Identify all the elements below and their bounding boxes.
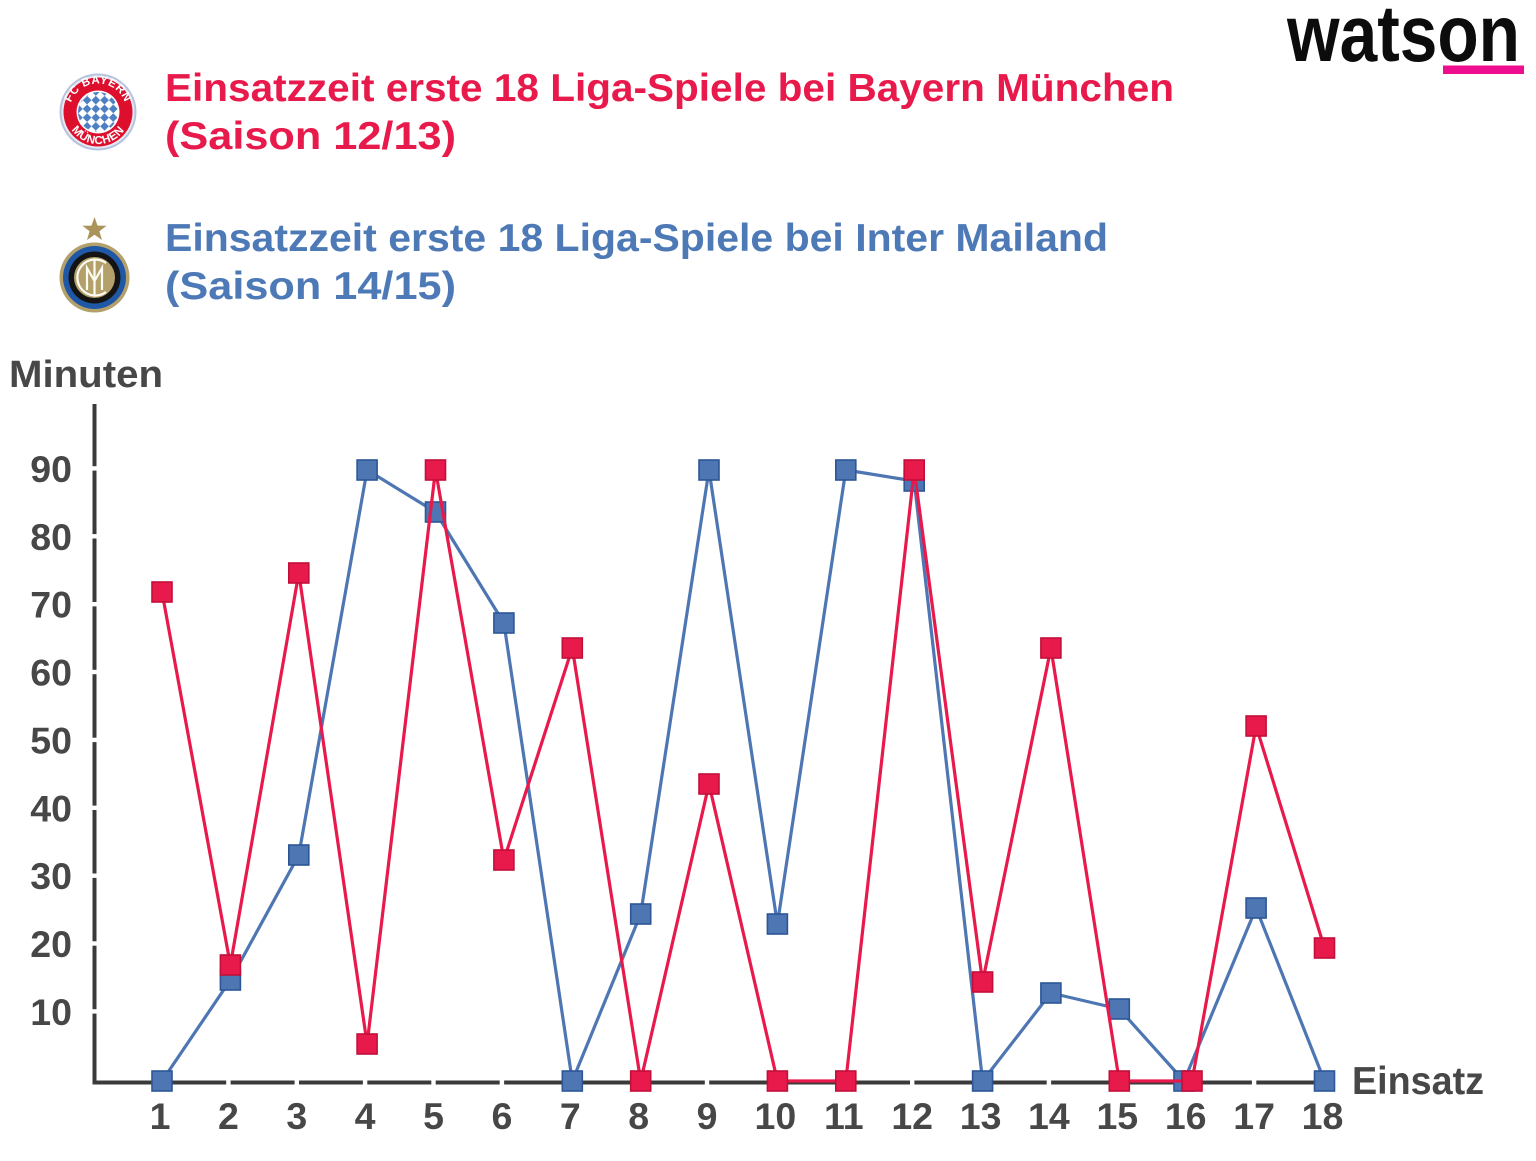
svg-text:50: 50 — [30, 719, 72, 761]
svg-text:17: 17 — [1233, 1095, 1275, 1137]
svg-text:15: 15 — [1096, 1095, 1138, 1137]
svg-text:Einsatzzeit erste 18 Liga-Spie: Einsatzzeit erste 18 Liga-Spiele bei Bay… — [165, 67, 1174, 110]
svg-text:70: 70 — [30, 584, 72, 626]
svg-text:5: 5 — [423, 1095, 444, 1137]
svg-text:18: 18 — [1302, 1095, 1344, 1137]
svg-text:80: 80 — [30, 516, 72, 558]
svg-text:12: 12 — [891, 1095, 933, 1137]
svg-text:40: 40 — [30, 787, 72, 829]
svg-text:8: 8 — [628, 1095, 649, 1137]
svg-text:3: 3 — [286, 1095, 307, 1137]
svg-text:(Saison 14/15): (Saison 14/15) — [165, 265, 456, 308]
svg-text:13: 13 — [960, 1095, 1002, 1137]
svg-text:Minuten: Minuten — [9, 354, 163, 396]
svg-text:Einsatzzeit erste 18 Liga-Spie: Einsatzzeit erste 18 Liga-Spiele bei Int… — [165, 217, 1108, 260]
svg-text:90: 90 — [30, 448, 72, 490]
svg-text:20: 20 — [30, 923, 72, 965]
svg-text:1: 1 — [150, 1095, 171, 1137]
svg-text:9: 9 — [697, 1095, 718, 1137]
svg-text:16: 16 — [1165, 1095, 1207, 1137]
svg-text:30: 30 — [30, 855, 72, 897]
svg-text:watson: watson — [1286, 0, 1520, 78]
svg-text:6: 6 — [491, 1095, 512, 1137]
svg-text:10: 10 — [755, 1095, 797, 1137]
svg-text:7: 7 — [560, 1095, 581, 1137]
svg-text:2: 2 — [218, 1095, 239, 1137]
svg-text:11: 11 — [824, 1095, 864, 1137]
svg-text:10: 10 — [30, 991, 72, 1033]
svg-text:Einsatz: Einsatz — [1352, 1060, 1484, 1103]
svg-text:60: 60 — [30, 652, 72, 694]
svg-text:14: 14 — [1028, 1095, 1070, 1137]
svg-text:4: 4 — [355, 1095, 376, 1137]
svg-text:(Saison 12/13): (Saison 12/13) — [165, 115, 456, 158]
